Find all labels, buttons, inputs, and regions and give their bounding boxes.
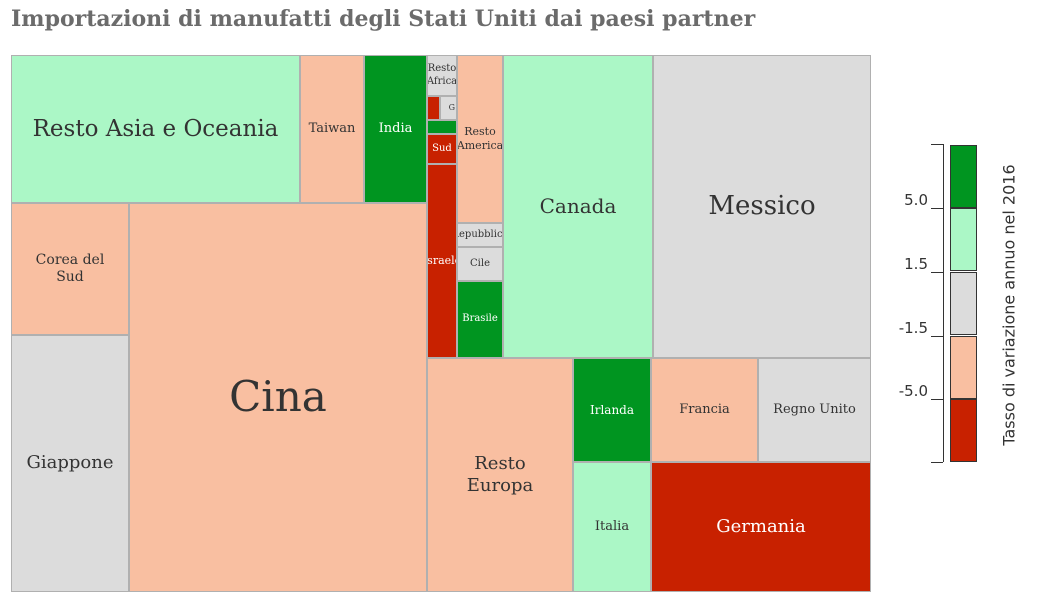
treemap-cell-label: G [448, 103, 455, 112]
treemap-cell-label: Israele [427, 254, 456, 268]
treemap-cell: Irlanda [573, 358, 651, 462]
treemap-cell-label: Italia [594, 518, 630, 534]
treemap-cell [427, 120, 457, 134]
legend-end-tick [931, 144, 943, 145]
legend-swatch [950, 208, 977, 271]
color-legend: Tasso di variazione annuo nel 2016 5.0 1.… [885, 140, 1035, 480]
legend-tick-label: -5.0 [898, 382, 928, 400]
treemap-cell-label: Repubblica [458, 228, 503, 240]
legend-tick-label: 1.5 [904, 255, 928, 273]
treemap-cell: Italia [573, 462, 651, 592]
treemap-cell: Messico [653, 55, 871, 358]
treemap-cell-label: Germania [716, 515, 806, 537]
treemap-cell: Repubblica [457, 223, 503, 247]
treemap-cell-label: Resto America [457, 125, 503, 152]
treemap: Resto Asia e Oceania Taiwan India Corea del… [11, 55, 871, 592]
treemap-cell-label: Resto Africa [427, 63, 457, 87]
treemap-cell: Brasile [457, 281, 503, 358]
treemap-cell: Israele [427, 164, 457, 358]
treemap-cell: Regno Unito [758, 358, 871, 462]
legend-tick-label: -1.5 [898, 319, 928, 337]
legend-title: Tasso di variazione annuo nel 2016 [999, 164, 1019, 446]
treemap-cell: Germania [651, 462, 871, 592]
treemap-cell-label: Corea del Sud [35, 251, 105, 286]
legend-tick-label: 5.0 [904, 191, 928, 209]
treemap-cell-label: Regno Unito [773, 401, 856, 417]
chart-title: Importazioni di manufatti degli Stati Un… [11, 6, 756, 32]
legend-tick-mark [931, 208, 943, 209]
treemap-cell-label: Brasile [462, 313, 498, 325]
treemap-cell-label: Giappone [26, 452, 114, 474]
treemap-cell: Francia [651, 358, 758, 462]
treemap-cell-label: Taiwan [308, 120, 356, 136]
treemap-cell: Cina [129, 203, 427, 592]
legend-tick-mark [931, 336, 943, 337]
treemap-cell [440, 96, 457, 120]
legend-axis-line [943, 144, 944, 462]
legend-tick-mark [931, 272, 943, 273]
treemap-cell-label: Resto Europa [466, 452, 534, 497]
legend-swatch [950, 336, 977, 399]
treemap-cell [427, 96, 440, 120]
treemap-cell: Cile [457, 247, 503, 281]
treemap-cell-label: India [378, 120, 413, 136]
treemap-cell-label: Irlanda [589, 402, 635, 417]
treemap-cell: Canada [503, 55, 653, 358]
treemap-cell: Resto Europa [427, 358, 573, 592]
treemap-cell: Corea del Sud [11, 203, 129, 335]
treemap-cell: Resto Asia e Oceania [11, 55, 300, 203]
treemap-cell: G [440, 96, 457, 120]
treemap-cell-label: Cile [470, 257, 490, 269]
treemap-cell-label: Messico [708, 191, 816, 222]
treemap-cell-label: Cina [229, 372, 327, 422]
treemap-cell: Resto Africa [427, 55, 457, 96]
treemap-cell: Giappone [11, 335, 129, 592]
legend-end-tick [931, 462, 943, 463]
legend-swatch [950, 272, 977, 335]
legend-swatch [950, 145, 977, 208]
treemap-cell: India [364, 55, 427, 203]
treemap-cell: Sud [427, 134, 457, 164]
treemap-cell: Taiwan [300, 55, 364, 203]
treemap-cell-label: Francia [679, 401, 730, 417]
treemap-cell-label: Canada [539, 194, 617, 218]
treemap-cell-label: Sud [432, 142, 452, 154]
legend-swatch [950, 399, 977, 462]
legend-tick-mark [931, 399, 943, 400]
treemap-cell: Resto America [457, 55, 503, 223]
treemap-cell-label: Resto Asia e Oceania [32, 115, 279, 142]
